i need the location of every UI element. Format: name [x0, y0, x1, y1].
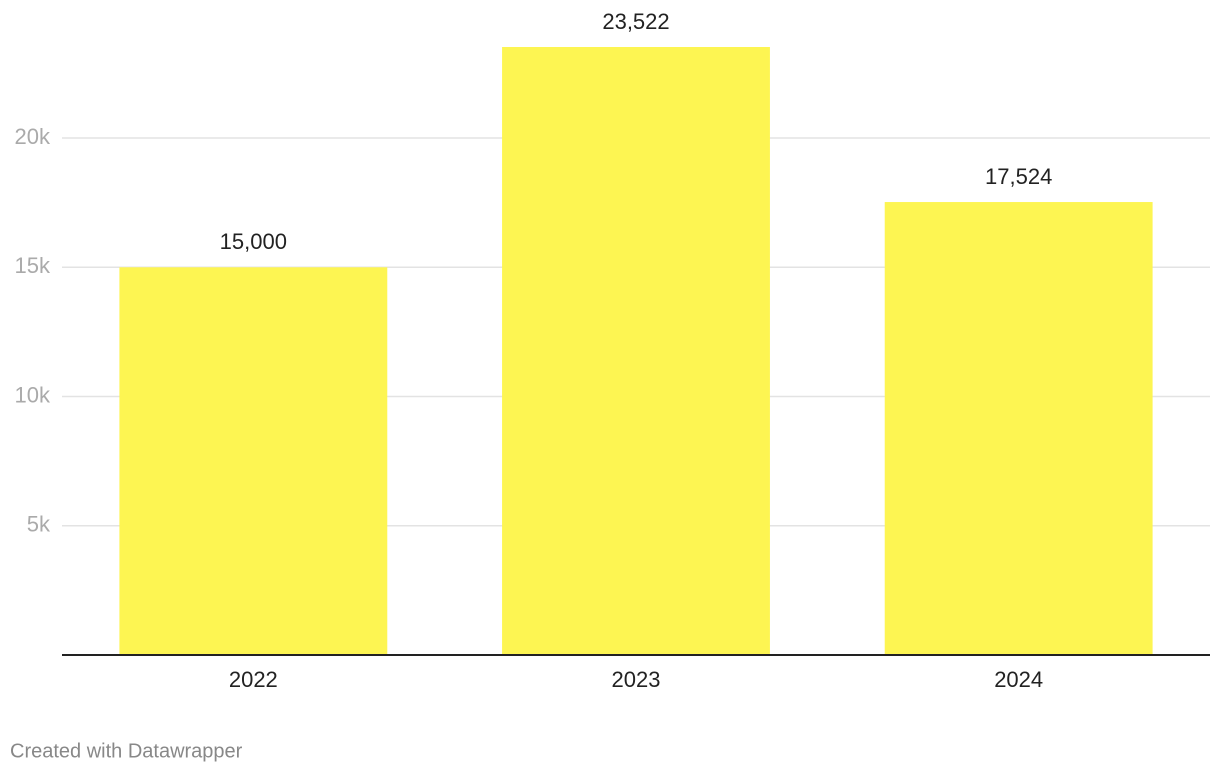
- y-tick-label: 15k: [15, 253, 51, 278]
- value-label: 23,522: [602, 9, 669, 34]
- value-label: 15,000: [220, 229, 287, 254]
- bar: [119, 267, 388, 655]
- y-tick-label: 20k: [15, 124, 51, 149]
- x-tick-label: 2024: [994, 667, 1043, 692]
- bar: [884, 202, 1153, 655]
- bar: [502, 47, 770, 655]
- y-tick-label: 5k: [27, 512, 51, 537]
- x-tick-label: 2022: [229, 667, 278, 692]
- y-tick-label: 10k: [15, 382, 51, 407]
- value-label: 17,524: [985, 164, 1052, 189]
- x-tick-label: 2023: [612, 667, 661, 692]
- credit: Created with Datawrapper: [10, 740, 243, 762]
